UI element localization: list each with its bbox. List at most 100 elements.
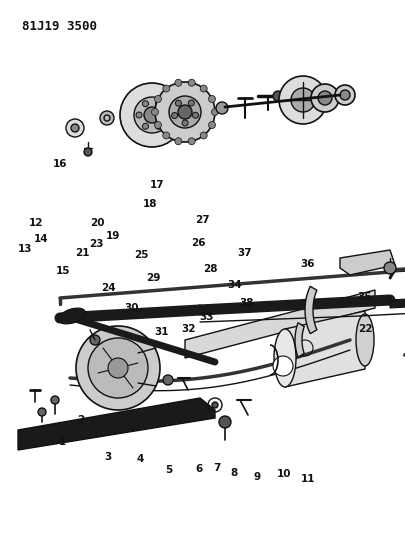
Text: 8: 8: [230, 469, 237, 478]
Text: 10: 10: [276, 470, 291, 479]
Circle shape: [142, 123, 148, 130]
Text: 25: 25: [134, 250, 148, 260]
Text: 18: 18: [143, 199, 157, 208]
Text: 26: 26: [190, 238, 205, 247]
Text: 35: 35: [356, 293, 371, 302]
Text: 31: 31: [154, 327, 168, 336]
Text: 38: 38: [239, 298, 254, 308]
Circle shape: [290, 88, 314, 112]
Circle shape: [38, 408, 46, 416]
Circle shape: [142, 101, 148, 107]
Text: 15: 15: [55, 266, 70, 276]
Text: 24: 24: [101, 283, 116, 293]
Circle shape: [272, 356, 292, 376]
Circle shape: [188, 100, 194, 106]
Text: 14: 14: [34, 234, 49, 244]
Circle shape: [339, 90, 349, 100]
Text: 33: 33: [199, 312, 214, 322]
Circle shape: [278, 76, 326, 124]
Circle shape: [162, 112, 168, 118]
Circle shape: [182, 120, 188, 126]
Circle shape: [215, 102, 228, 114]
Text: 7: 7: [213, 463, 220, 473]
Circle shape: [175, 79, 181, 86]
Circle shape: [208, 95, 215, 102]
Circle shape: [317, 91, 331, 105]
Circle shape: [71, 124, 79, 132]
Circle shape: [334, 85, 354, 105]
Circle shape: [310, 84, 338, 112]
Polygon shape: [284, 311, 364, 387]
Circle shape: [108, 358, 128, 378]
Text: 1: 1: [59, 438, 66, 447]
Circle shape: [188, 138, 195, 145]
Text: 17: 17: [150, 181, 164, 190]
Circle shape: [188, 79, 195, 86]
Circle shape: [136, 112, 142, 118]
Circle shape: [200, 85, 207, 92]
Text: 6: 6: [195, 464, 202, 474]
Circle shape: [162, 132, 169, 139]
Circle shape: [218, 416, 230, 428]
Circle shape: [200, 132, 207, 139]
Text: 12: 12: [29, 218, 44, 228]
Circle shape: [175, 138, 181, 145]
Text: 30: 30: [124, 303, 139, 313]
Text: 28: 28: [202, 264, 217, 274]
Ellipse shape: [355, 314, 373, 366]
Circle shape: [171, 112, 177, 118]
Text: 4: 4: [136, 455, 143, 464]
Circle shape: [120, 83, 183, 147]
Text: 22: 22: [357, 325, 372, 334]
Circle shape: [154, 95, 161, 102]
Circle shape: [88, 338, 148, 398]
Text: 5: 5: [164, 465, 172, 475]
Text: 11: 11: [301, 474, 315, 483]
Text: 27: 27: [194, 215, 209, 224]
Text: 34: 34: [227, 280, 241, 290]
Circle shape: [272, 91, 282, 101]
Text: 23: 23: [89, 239, 104, 249]
Circle shape: [211, 402, 217, 408]
Circle shape: [162, 85, 169, 92]
Circle shape: [100, 111, 114, 125]
Text: 3: 3: [104, 453, 111, 462]
Circle shape: [162, 375, 173, 385]
Circle shape: [177, 105, 192, 119]
Circle shape: [144, 107, 160, 123]
Text: 2: 2: [77, 415, 85, 425]
Ellipse shape: [58, 308, 85, 324]
Circle shape: [168, 96, 200, 128]
Polygon shape: [304, 286, 316, 334]
Circle shape: [154, 122, 161, 128]
Circle shape: [90, 335, 100, 345]
Text: 29: 29: [146, 273, 160, 283]
Polygon shape: [389, 295, 405, 308]
Polygon shape: [185, 290, 374, 358]
Text: 16: 16: [53, 159, 67, 169]
Ellipse shape: [273, 329, 295, 387]
Polygon shape: [294, 323, 303, 357]
Circle shape: [151, 109, 158, 116]
Text: 9: 9: [253, 472, 260, 482]
Text: 32: 32: [181, 325, 196, 334]
Circle shape: [208, 122, 215, 128]
Text: 37: 37: [237, 248, 251, 258]
Text: 81J19 3500: 81J19 3500: [22, 20, 97, 33]
Circle shape: [51, 396, 59, 404]
Circle shape: [155, 101, 161, 107]
Circle shape: [192, 112, 198, 118]
Circle shape: [76, 326, 160, 410]
Circle shape: [175, 100, 181, 106]
Circle shape: [211, 109, 218, 116]
Polygon shape: [18, 398, 215, 450]
Circle shape: [383, 262, 395, 274]
Polygon shape: [339, 250, 394, 275]
Circle shape: [84, 148, 92, 156]
Text: 19: 19: [105, 231, 120, 240]
Circle shape: [155, 123, 161, 130]
Text: 20: 20: [90, 218, 104, 228]
Text: 36: 36: [300, 259, 314, 269]
Circle shape: [66, 119, 84, 137]
Text: 21: 21: [75, 248, 89, 258]
